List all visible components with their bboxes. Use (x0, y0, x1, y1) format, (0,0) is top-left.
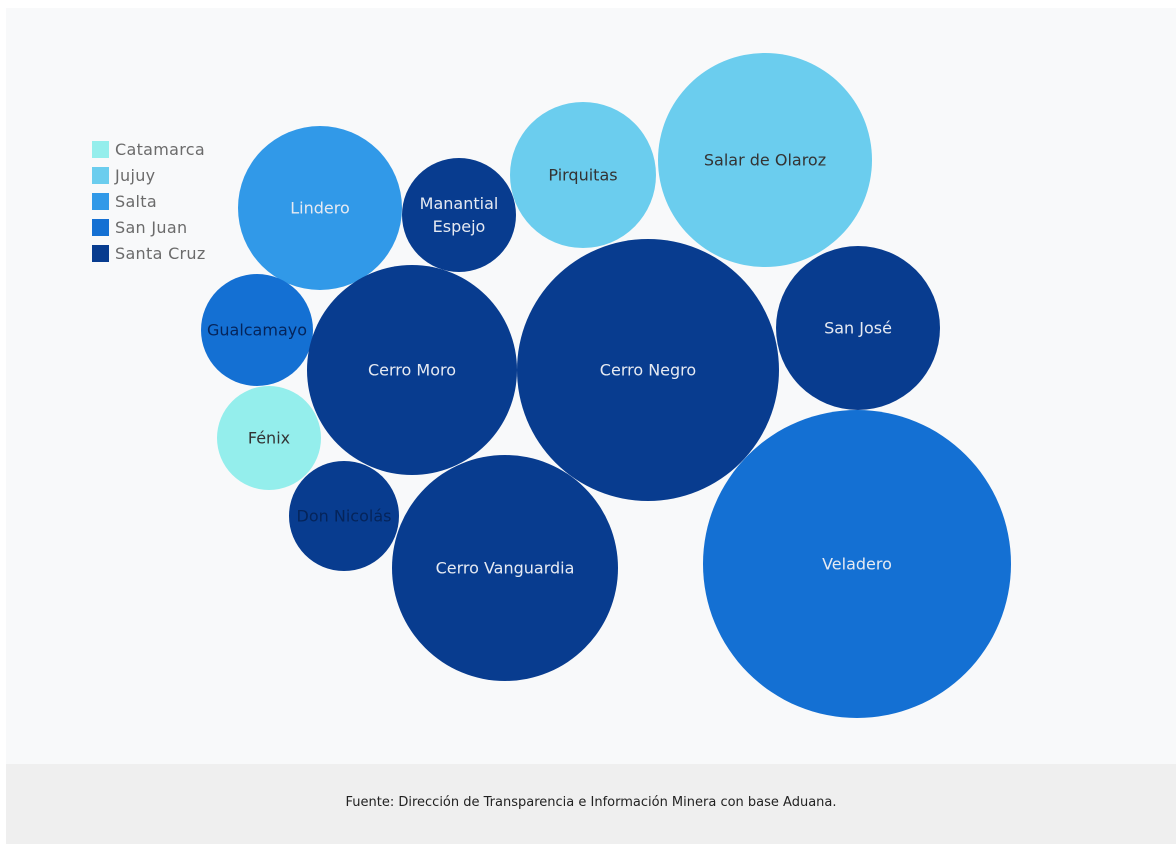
bubble-circle (517, 239, 779, 501)
bubble[interactable]: Salar de Olaroz (658, 53, 872, 267)
bubble-circle (510, 102, 656, 248)
bubble[interactable]: Don Nicolás (289, 461, 399, 571)
legend-item[interactable]: Jujuy (92, 162, 206, 188)
bubble-label: Espejo (433, 217, 486, 236)
source-note: Fuente: Dirección de Transparencia e Inf… (345, 795, 837, 810)
legend-label: Jujuy (115, 165, 156, 185)
bubble-label: Fénix (248, 429, 290, 448)
bubble-label: Don Nicolás (297, 507, 392, 526)
bubble-label: San José (824, 319, 892, 338)
legend-item[interactable]: Catamarca (92, 136, 206, 162)
bubble[interactable]: Lindero (238, 126, 402, 290)
bubble-circle (658, 53, 872, 267)
bubble-label: Pirquitas (548, 166, 617, 185)
bubble-label: Veladero (822, 555, 892, 574)
bubble-circle (289, 461, 399, 571)
bubble-circle (703, 410, 1011, 718)
legend: Catamarca Jujuy Salta San Juan Santa Cruz (92, 136, 206, 266)
bubble[interactable]: Manantial Espejo (402, 158, 516, 272)
legend-swatch (92, 218, 109, 236)
bubble[interactable]: Gualcamayo (201, 274, 313, 386)
bubble-label: Gualcamayo (207, 321, 307, 340)
bubble-circle (402, 158, 516, 272)
legend-item[interactable]: Salta (92, 188, 206, 214)
source-panel: Fuente: Dirección de Transparencia e Inf… (6, 764, 1176, 844)
bubble-circle (307, 265, 517, 475)
bubble-circle (392, 455, 618, 681)
legend-label: Santa Cruz (115, 243, 206, 263)
bubble-circle (217, 386, 321, 490)
bubble-chart: Lindero Manantial Espejo Pirquitas Salar de … (201, 53, 1011, 718)
bubble-label: Cerro Negro (600, 361, 696, 380)
bubble[interactable]: Cerro Negro (517, 239, 779, 501)
legend-label: San Juan (115, 217, 188, 237)
legend-swatch (92, 166, 109, 184)
legend-swatch (92, 244, 109, 262)
bubble-circle (238, 126, 402, 290)
bubble-label: Salar de Olaroz (704, 151, 826, 170)
bubble[interactable]: Pirquitas (510, 102, 656, 248)
bubble-label: Cerro Vanguardia (436, 559, 575, 578)
bubble[interactable]: Fénix (217, 386, 321, 490)
bubble-circle (201, 274, 313, 386)
bubble-circle (776, 246, 940, 410)
legend-swatch (92, 192, 109, 210)
bubble-label: Manantial (420, 194, 499, 213)
bubble[interactable]: Cerro Vanguardia (392, 455, 618, 681)
legend-label: Salta (115, 191, 157, 211)
legend-swatch (92, 140, 109, 158)
legend-item[interactable]: San Juan (92, 214, 206, 240)
bubble[interactable]: Cerro Moro (307, 265, 517, 475)
legend-label: Catamarca (115, 139, 205, 159)
bubble-label: Cerro Moro (368, 361, 456, 380)
bubble[interactable]: Veladero (703, 410, 1011, 718)
bubble[interactable]: San José (776, 246, 940, 410)
legend-item[interactable]: Santa Cruz (92, 240, 206, 266)
bubble-label: Lindero (290, 199, 350, 218)
